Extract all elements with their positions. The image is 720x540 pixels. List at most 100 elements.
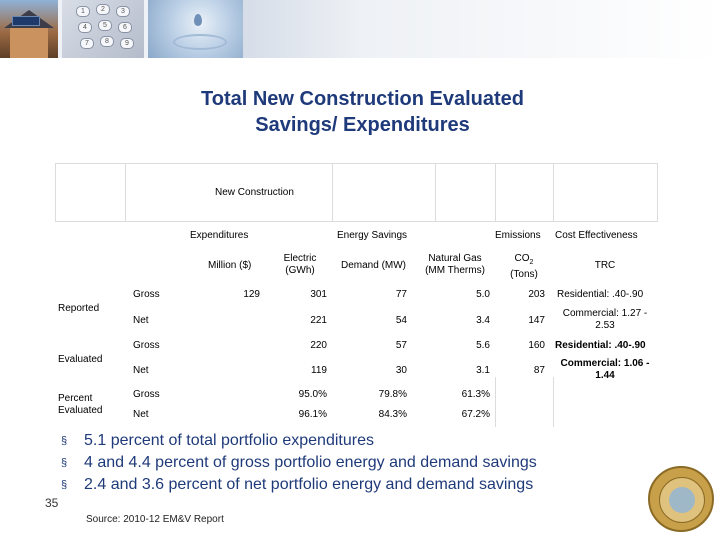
state-seal-icon <box>648 466 714 532</box>
cell-co2: 203 <box>528 289 545 300</box>
key-4: 4 <box>78 22 92 33</box>
col-cost-effectiveness: Cost Effectiveness <box>555 230 638 241</box>
co2-text: CO <box>514 253 530 264</box>
phone-keypad-icon: 1 2 3 4 5 6 7 8 9 <box>62 0 144 58</box>
co2-subscript: 2 <box>529 259 534 266</box>
key-1: 1 <box>76 6 90 17</box>
sub-co2-line2: (Tons) <box>510 269 538 280</box>
key-2: 2 <box>96 4 110 15</box>
sub-electric: Electric (GWh) <box>265 253 335 277</box>
sub-electric-line1: Electric <box>283 253 317 264</box>
cell-trc-line1: Commercial: 1.27 - <box>562 308 648 319</box>
bullet-item: § 2.4 and 3.6 percent of net portfolio e… <box>58 474 698 496</box>
col-emissions: Emissions <box>495 230 541 241</box>
sub-demand: Demand (MW) <box>341 260 407 271</box>
row-label: Net <box>133 365 149 376</box>
grid-line <box>495 163 496 221</box>
cell-co2: 160 <box>528 340 545 351</box>
cell-trc: Residential: .40-.90 <box>557 289 644 300</box>
cell-expenditure: 129 <box>243 289 260 300</box>
bullet-item: § 4 and 4.4 percent of gross portfolio e… <box>58 452 698 474</box>
water-drop-icon <box>148 0 243 58</box>
cell-gas: 5.6 <box>476 340 490 351</box>
sub-gas: Natural Gas (MM Therms) <box>417 253 493 277</box>
house-solar-icon <box>0 0 58 58</box>
grid-line <box>435 163 436 221</box>
cell-co2: 87 <box>533 365 545 376</box>
group-header: New Construction <box>215 187 294 198</box>
bullet-marker: § <box>61 435 68 447</box>
cell-electric: 220 <box>310 340 327 351</box>
cell-trc: Residential: .40-.90 <box>555 340 646 351</box>
cell-gas: 3.4 <box>476 315 490 326</box>
key-6: 6 <box>118 22 132 33</box>
grid-line <box>55 163 56 221</box>
cell-gas: 5.0 <box>476 289 490 300</box>
grid-line <box>553 163 554 221</box>
source-note: Source: 2010-12 EM&V Report <box>86 514 224 525</box>
cell-electric: 119 <box>311 365 327 376</box>
page-number: 35 <box>45 496 59 510</box>
grid-line <box>125 163 126 221</box>
cell-electric: 96.1% <box>298 409 327 420</box>
bullet-text: 4 and 4.4 percent of gross portfolio ene… <box>84 454 537 471</box>
sub-gas-line2: (MM Therms) <box>425 265 485 276</box>
cell-trc: Commercial: 1.06 - 1.44 <box>553 358 657 382</box>
cell-demand: 79.8% <box>378 389 407 400</box>
cell-gas: 61.3% <box>461 389 490 400</box>
bullet-text: 2.4 and 3.6 percent of net portfolio ene… <box>84 476 534 493</box>
cell-demand: 54 <box>395 315 407 326</box>
grid-line <box>332 163 333 221</box>
grid-line <box>657 163 658 221</box>
savings-table: New Construction Expenditures Energy Sav… <box>55 163 658 427</box>
title-line-2: Savings/ Expenditures <box>255 114 470 136</box>
banner-fade <box>243 0 720 58</box>
title-line-1: Total New Construction Evaluated <box>201 88 524 110</box>
cell-electric: 221 <box>310 315 327 326</box>
cell-demand: 77 <box>395 289 407 300</box>
cell-electric: 95.0% <box>298 389 327 400</box>
key-7: 7 <box>80 38 94 49</box>
cell-demand: 30 <box>395 365 407 376</box>
sub-gas-line1: Natural Gas <box>428 253 482 264</box>
key-9: 9 <box>120 38 134 49</box>
sub-electric-line2: (GWh) <box>285 265 315 276</box>
group-percent-line1: Percent <box>58 393 93 404</box>
bullet-list: § 5.1 percent of total portfolio expendi… <box>58 430 698 496</box>
key-8: 8 <box>100 36 114 47</box>
grid-line <box>553 377 554 427</box>
cell-gas: 67.2% <box>461 409 490 420</box>
group-percent: Percent Evaluated <box>58 393 102 417</box>
group-reported: Reported <box>58 303 100 314</box>
sub-trc: TRC <box>594 260 616 271</box>
bullet-text: 5.1 percent of total portfolio expenditu… <box>84 432 374 449</box>
sub-million: Million ($) <box>208 260 252 271</box>
bullet-item: § 5.1 percent of total portfolio expendi… <box>58 430 698 452</box>
slide-title: Total New Construction Evaluated Savings… <box>100 86 625 138</box>
seal-inner <box>659 477 705 523</box>
key-5: 5 <box>98 20 112 31</box>
key-3: 3 <box>116 6 130 17</box>
cell-demand: 84.3% <box>378 409 407 420</box>
grid-line <box>55 163 658 164</box>
grid-line <box>55 221 658 222</box>
cell-gas: 3.1 <box>476 365 490 376</box>
row-label: Net <box>133 315 149 326</box>
group-evaluated: Evaluated <box>58 354 103 365</box>
row-label: Gross <box>133 340 160 351</box>
row-label: Gross <box>133 289 160 300</box>
cell-co2: 147 <box>528 315 545 326</box>
cell-trc: Commercial: 1.27 - 2.53 <box>555 308 655 332</box>
group-percent-line2: Evaluated <box>58 405 103 416</box>
col-energy-savings: Energy Savings <box>337 230 408 241</box>
cell-trc-line2: 1.44 <box>595 370 615 381</box>
col-expenditures: Expenditures <box>190 230 249 241</box>
sub-co2: CO2 (Tons) <box>495 253 553 281</box>
cell-trc-line1: Commercial: 1.06 - <box>560 358 650 369</box>
sub-co2-line1: CO2 <box>495 253 553 269</box>
cell-demand: 57 <box>395 340 407 351</box>
row-label: Gross <box>133 389 160 400</box>
seal-center <box>669 487 695 513</box>
bullet-marker: § <box>61 479 68 491</box>
cell-trc-line2: 2.53 <box>595 320 615 331</box>
